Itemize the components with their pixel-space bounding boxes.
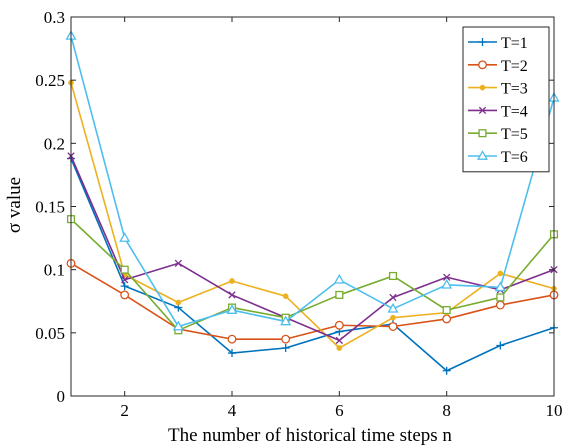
data-point xyxy=(441,278,453,289)
data-point xyxy=(229,278,235,284)
data-point xyxy=(442,306,451,315)
legend-box xyxy=(462,26,550,173)
series-line xyxy=(70,82,555,349)
data-point xyxy=(282,293,289,300)
legend-entry: T=5 xyxy=(468,126,528,143)
legend-label: T=3 xyxy=(501,81,528,98)
data-point xyxy=(335,290,344,299)
legend-entry: T=2 xyxy=(468,58,528,75)
y-tick-label: 0.05 xyxy=(35,324,65,343)
data-point xyxy=(388,322,398,331)
data-point xyxy=(333,273,345,284)
x-tick-label: 4 xyxy=(228,401,237,420)
y-tick-label: 0.1 xyxy=(44,261,65,280)
data-point xyxy=(387,302,399,313)
legend-marker xyxy=(476,150,489,160)
y-tick-label: 0.15 xyxy=(35,198,65,217)
data-point xyxy=(174,259,182,268)
data-point xyxy=(227,334,237,344)
series-line xyxy=(70,158,555,372)
legend-label: T=5 xyxy=(501,126,528,143)
x-axis-label: The number of historical time steps n xyxy=(168,425,452,445)
series-line xyxy=(70,218,555,332)
legend-entry: T=6 xyxy=(468,149,528,166)
legend-entry: T=4 xyxy=(468,103,528,120)
x-tick-label: 6 xyxy=(335,401,344,420)
axes-layer: 2 4 6 8 10 0 0.05 0.1 0.15 0.2 0.25 0.3 xyxy=(35,8,562,420)
data-point xyxy=(442,314,452,324)
data-point xyxy=(496,341,505,350)
data-point xyxy=(496,293,505,302)
data-point xyxy=(494,281,506,292)
legend-label: T=2 xyxy=(501,58,528,75)
y-axis-label: σ value xyxy=(4,177,25,233)
legend-entry: T=1 xyxy=(468,35,528,52)
legend-marker xyxy=(478,60,487,70)
data-point xyxy=(497,270,504,277)
data-point xyxy=(334,320,344,330)
data-point xyxy=(119,232,131,242)
legend-marker xyxy=(478,38,487,46)
y-tick-label: 0.3 xyxy=(44,8,65,27)
x-tick-label: 2 xyxy=(120,401,129,420)
series-line xyxy=(70,35,555,328)
data-point xyxy=(226,304,238,314)
legend-label: T=6 xyxy=(501,149,528,166)
data-point xyxy=(495,300,505,310)
x-tick-label: 8 xyxy=(442,401,451,420)
data-point xyxy=(120,282,129,291)
data-point xyxy=(228,291,236,299)
series-6 xyxy=(65,30,560,331)
data-point xyxy=(280,315,292,326)
x-tick-label: 10 xyxy=(546,401,563,420)
legend-entry: T=3 xyxy=(468,81,528,98)
legend-label: T=4 xyxy=(501,103,528,120)
data-point xyxy=(120,265,129,274)
data-point xyxy=(390,314,396,321)
series-line xyxy=(70,155,555,342)
series-line xyxy=(70,262,555,340)
data-point xyxy=(121,276,129,284)
data-point xyxy=(336,345,343,351)
series-2 xyxy=(66,258,559,344)
legend-marker xyxy=(478,129,487,138)
data-point xyxy=(228,349,236,358)
data-point xyxy=(120,290,130,300)
data-point xyxy=(388,271,398,281)
data-point xyxy=(172,320,184,331)
y-tick-label: 0 xyxy=(57,387,66,406)
legend-marker xyxy=(479,84,486,91)
data-point xyxy=(443,273,451,281)
data-point xyxy=(442,366,451,375)
data-point xyxy=(175,299,182,306)
data-point xyxy=(281,343,290,352)
data-point xyxy=(281,334,291,344)
legend-label: T=1 xyxy=(501,35,528,52)
y-tick-label: 0.25 xyxy=(35,71,65,90)
legend: T=1 T=2 T=3 T=4 T=5 T=6 xyxy=(462,26,550,173)
legend-marker xyxy=(478,106,487,115)
y-tick-label: 0.2 xyxy=(44,134,65,153)
data-point xyxy=(389,293,397,302)
data-point xyxy=(335,336,343,345)
